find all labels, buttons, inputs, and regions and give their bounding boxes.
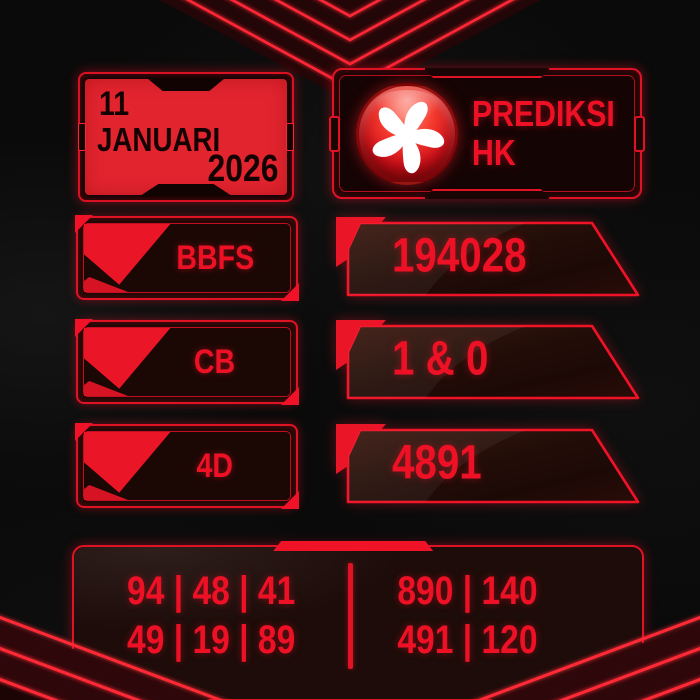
panel-tick [634,115,645,152]
value-plate [336,320,640,400]
panel-notch [147,78,225,91]
panel-tick [286,123,294,151]
panel-top-bar [273,541,434,551]
page-title: PREDIKSI HK [472,95,642,171]
date-month: JANUARI [97,121,221,158]
prediction-label: CB [194,342,236,381]
value-box-cb: 1 & 0 [334,318,646,404]
panel-tab [423,189,551,199]
prediction-label: 4D [196,446,234,485]
title-line2: HK [472,131,516,173]
value-plate [336,217,640,297]
numbers-line: 49 | 19 | 89 [126,618,296,662]
date-year: 2026 [207,148,279,190]
prediction-label: BBFS [176,238,254,277]
date-day: 11 [99,85,130,123]
prediction-value: 1 & 0 [392,332,489,386]
prediction-value: 194028 [392,229,527,283]
numbers-line: 890 | 140 [397,569,538,613]
label-box-cb: CB [75,319,299,405]
title-line1: PREDIKSI [472,93,615,135]
panel-notch [140,184,232,196]
numbers-line: 491 | 120 [397,618,538,662]
date-panel: 11 JANUARI 2026 [78,72,294,202]
numbers-column-left: 94 | 48 | 41 49 | 19 | 89 [74,567,348,665]
prediction-value: 4891 [392,436,482,490]
date-panel-background: 11 JANUARI 2026 [85,78,287,196]
label-box-bbfs: BBFS [75,215,299,301]
numbers-line: 94 | 48 | 41 [126,569,296,613]
label-box-4d: 4D [75,423,299,509]
numbers-panel: 94 | 48 | 41 49 | 19 | 89 890 | 140 491 … [72,541,644,700]
panel-tick [329,115,340,152]
panel-tick [78,123,86,151]
hong-kong-flag-icon [356,82,458,185]
value-box-4d: 4891 [334,422,646,508]
panel-tab [423,68,551,78]
title-panel: PREDIKSI HK [329,68,645,199]
column-divider [348,563,353,669]
value-box-bbfs: 194028 [334,215,646,301]
numbers-column-right: 890 | 140 491 | 120 [353,567,642,665]
value-plate [336,424,640,504]
